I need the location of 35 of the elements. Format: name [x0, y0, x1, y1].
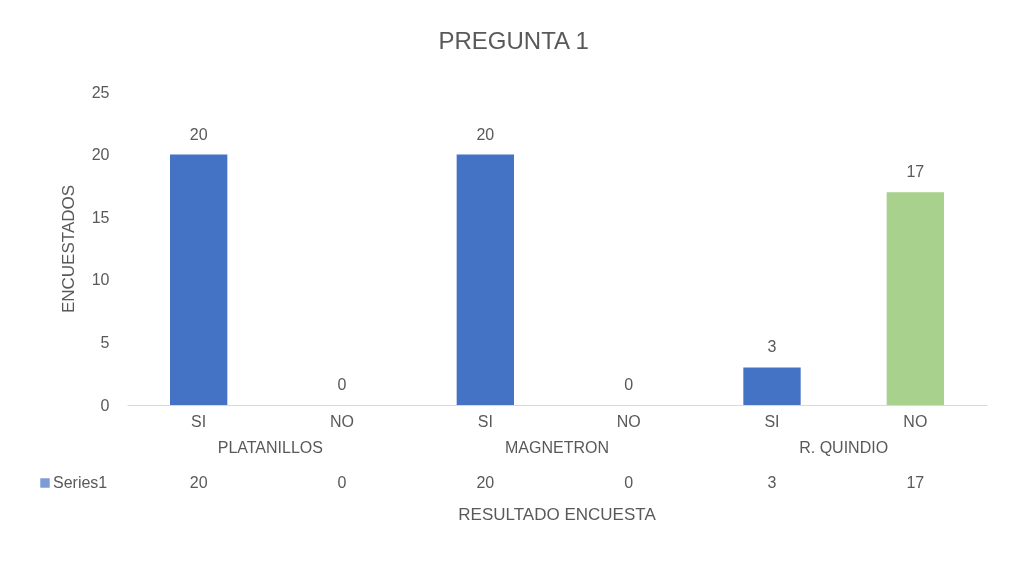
- text: PLATANILLOS: [217, 439, 323, 456]
- annotation: 0: [624, 376, 634, 393]
- data-label: 20: [476, 474, 495, 491]
- x-axis-title: RESULTADO ENCUESTA: [458, 505, 657, 524]
- y-axis-title: ENCUESTADOS: [58, 184, 78, 314]
- chart-title: PREGUNTA 1: [438, 27, 589, 54]
- y-tick-label: 10: [91, 271, 110, 289]
- y-tick-label: 0: [100, 396, 110, 414]
- data-label: 20: [189, 474, 208, 491]
- bar: [886, 192, 944, 405]
- x-tick-label: SI: [764, 412, 780, 430]
- annotation: 3: [767, 338, 777, 356]
- annotation: 20: [476, 125, 495, 143]
- x-tick-label: NO: [330, 412, 354, 430]
- y-tick-label: 5: [100, 333, 110, 351]
- data-label: 17: [906, 474, 925, 491]
- annotation: 0: [337, 376, 347, 393]
- x-tick-label: NO: [616, 412, 641, 430]
- y-tick-label: 25: [91, 83, 110, 101]
- text: MAGNETRON: [505, 439, 609, 456]
- legend-label: Series1: [53, 474, 108, 491]
- data-label: 0: [337, 474, 347, 491]
- x-tick-label: NO: [903, 412, 928, 430]
- text: R. QUINDIO: [799, 439, 889, 456]
- x-tick-label: SI: [191, 412, 207, 430]
- data-label: 0: [624, 474, 634, 491]
- bar: [456, 154, 514, 405]
- y-tick-label: 20: [91, 146, 110, 164]
- bar: [743, 367, 801, 405]
- bar: [170, 154, 228, 405]
- annotation: 20: [189, 125, 208, 143]
- x-tick-label: SI: [477, 412, 493, 430]
- data-label: 3: [767, 474, 777, 491]
- annotation: 17: [906, 163, 925, 181]
- y-tick-label: 15: [91, 208, 110, 226]
